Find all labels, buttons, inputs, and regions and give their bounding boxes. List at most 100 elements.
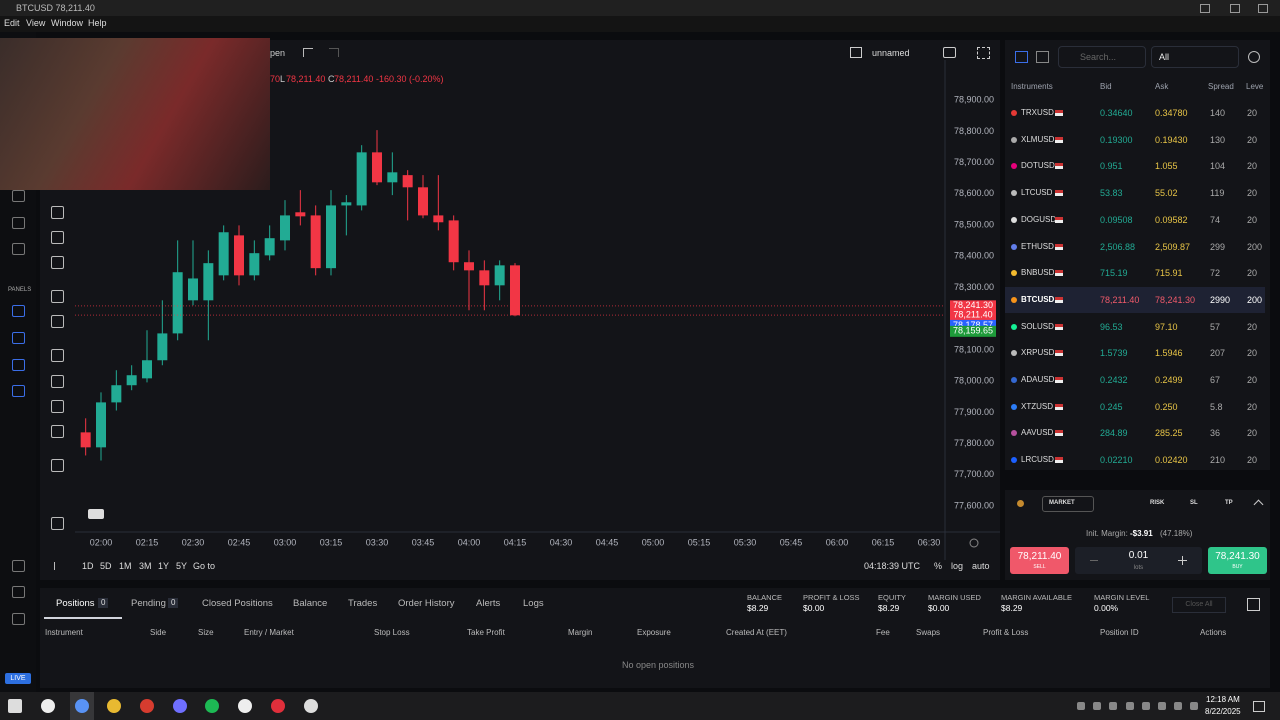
sidebar-icon[interactable]: [12, 586, 25, 598]
taskbar-app[interactable]: [41, 699, 55, 713]
timeframe[interactable]: 3M: [139, 561, 152, 571]
instrument-symbol[interactable]: ETHUSD: [1021, 241, 1054, 251]
live-badge[interactable]: LIVE: [5, 673, 31, 684]
taskbar-app[interactable]: [107, 699, 121, 713]
instrument-symbol[interactable]: XLMUSD: [1021, 134, 1055, 144]
window-control[interactable]: [1258, 4, 1268, 13]
layout-icon[interactable]: [850, 47, 862, 58]
filter-select[interactable]: [1151, 46, 1239, 68]
notification-icon[interactable]: [1253, 701, 1265, 712]
scroll-left[interactable]: [54, 562, 61, 570]
tray-icon[interactable]: [1142, 702, 1150, 710]
window-control[interactable]: [1200, 4, 1210, 13]
instrument-symbol[interactable]: BNBUSD: [1021, 268, 1055, 278]
sidebar-icon[interactable]: [12, 217, 25, 229]
drawing-tool[interactable]: [51, 425, 64, 438]
lots-minus[interactable]: [1090, 560, 1098, 561]
tray-icon[interactable]: [1109, 702, 1117, 710]
screenshot-icon[interactable]: [943, 47, 956, 58]
sidebar-icon[interactable]: [12, 359, 25, 371]
layout-grid-icon[interactable]: [1247, 598, 1260, 611]
account-tab[interactable]: Order History: [398, 598, 455, 609]
timeframe[interactable]: 1M: [119, 561, 132, 571]
taskbar-app[interactable]: [8, 699, 22, 713]
tray-icon[interactable]: [1126, 702, 1134, 710]
search-box[interactable]: [1058, 46, 1146, 68]
instrument-symbol[interactable]: ADAUSD: [1021, 375, 1055, 384]
drawing-tool[interactable]: [51, 375, 64, 388]
sidebar-icon[interactable]: [12, 190, 25, 202]
instrument-symbol[interactable]: DOGUSD: [1021, 214, 1057, 224]
timeframe[interactable]: 5Y: [176, 561, 188, 571]
undo-icon[interactable]: [303, 48, 313, 57]
account-tab[interactable]: Alerts: [476, 598, 501, 609]
favorites-icon[interactable]: [1248, 51, 1260, 63]
sell-label[interactable]: SELL: [1033, 564, 1046, 570]
drawing-tool[interactable]: [51, 400, 64, 413]
scale-option[interactable]: %: [934, 561, 943, 571]
filter-value[interactable]: All: [1159, 52, 1170, 62]
account-tab[interactable]: Trades: [348, 598, 378, 609]
instrument-symbol[interactable]: LTCUSD: [1021, 188, 1053, 198]
timeframe[interactable]: 1D: [82, 561, 94, 571]
tray-icon[interactable]: [1077, 702, 1085, 710]
taskbar-app[interactable]: [304, 699, 318, 713]
taskbar-app[interactable]: [140, 699, 154, 713]
drawing-tool[interactable]: [51, 349, 64, 362]
drawing-tool[interactable]: [51, 256, 64, 269]
tray-icon[interactable]: [1174, 702, 1182, 710]
layout-name[interactable]: unnamed: [872, 48, 910, 58]
instrument-symbol[interactable]: DOTUSD: [1021, 161, 1055, 171]
instrument-symbol[interactable]: XRPUSD: [1021, 348, 1055, 358]
order-tab[interactable]: SL: [1190, 500, 1198, 506]
tray-icon[interactable]: [1158, 702, 1166, 710]
account-tab[interactable]: Logs: [523, 598, 544, 609]
taskbar-app[interactable]: [75, 699, 89, 713]
menu-item[interactable]: View: [26, 18, 46, 28]
instrument-symbol[interactable]: SOLUSD: [1021, 321, 1054, 331]
account-tab[interactable]: Balance: [293, 598, 328, 609]
buy-price[interactable]: 78,241.30: [1215, 551, 1260, 562]
buy-label[interactable]: BUY: [1232, 564, 1243, 570]
instrument-symbol[interactable]: LRCUSD: [1021, 455, 1054, 465]
drawing-tool[interactable]: [51, 290, 64, 303]
tray-icon[interactable]: [1190, 702, 1198, 710]
taskbar-app[interactable]: [271, 699, 285, 713]
instrument-symbol[interactable]: AAVUSD: [1021, 428, 1054, 438]
timeframe[interactable]: 1Y: [158, 561, 170, 571]
menu-item[interactable]: Window: [51, 18, 84, 28]
fullscreen-icon[interactable]: [977, 47, 990, 59]
scale-option[interactable]: log: [951, 561, 964, 571]
sidebar-icon[interactable]: [12, 305, 25, 317]
taskbar-app[interactable]: [238, 699, 252, 713]
order-tab[interactable]: RISK: [1150, 500, 1165, 506]
redo-icon[interactable]: [329, 48, 339, 57]
lots-value[interactable]: 0.01: [1128, 550, 1149, 561]
window-control[interactable]: [1230, 4, 1240, 13]
drawing-tool[interactable]: [51, 231, 64, 244]
lots-plus[interactable]: [1182, 556, 1183, 565]
sidebar-icon[interactable]: [12, 385, 25, 397]
account-tab[interactable]: Positions: [56, 598, 95, 609]
drawing-tool[interactable]: [51, 517, 64, 530]
sidebar-icon[interactable]: [12, 560, 25, 572]
menu-item[interactable]: Edit: [4, 18, 20, 28]
settings-icon[interactable]: [969, 538, 979, 548]
drawing-tool[interactable]: [51, 459, 64, 472]
sell-button[interactable]: [1010, 547, 1069, 574]
instrument-symbol[interactable]: TRXUSD: [1021, 108, 1054, 117]
sidebar-icon[interactable]: [12, 332, 25, 344]
drawing-tool[interactable]: [51, 206, 64, 219]
search-placeholder[interactable]: Search...: [1080, 52, 1117, 62]
taskbar-app[interactable]: [205, 699, 219, 713]
close-all[interactable]: Close All: [1172, 597, 1226, 613]
order-tab[interactable]: TP: [1225, 500, 1233, 506]
menu-item[interactable]: Help: [88, 18, 107, 28]
order-tab[interactable]: MARKET: [1049, 500, 1075, 506]
tray-icon[interactable]: [1093, 702, 1101, 710]
account-tab[interactable]: Closed Positions: [202, 598, 273, 609]
toolbar-label[interactable]: pen: [270, 48, 286, 58]
instrument-symbol[interactable]: XTZUSD: [1021, 401, 1053, 411]
timeframe[interactable]: 5D: [100, 561, 112, 571]
sidebar-icon[interactable]: [12, 613, 25, 625]
